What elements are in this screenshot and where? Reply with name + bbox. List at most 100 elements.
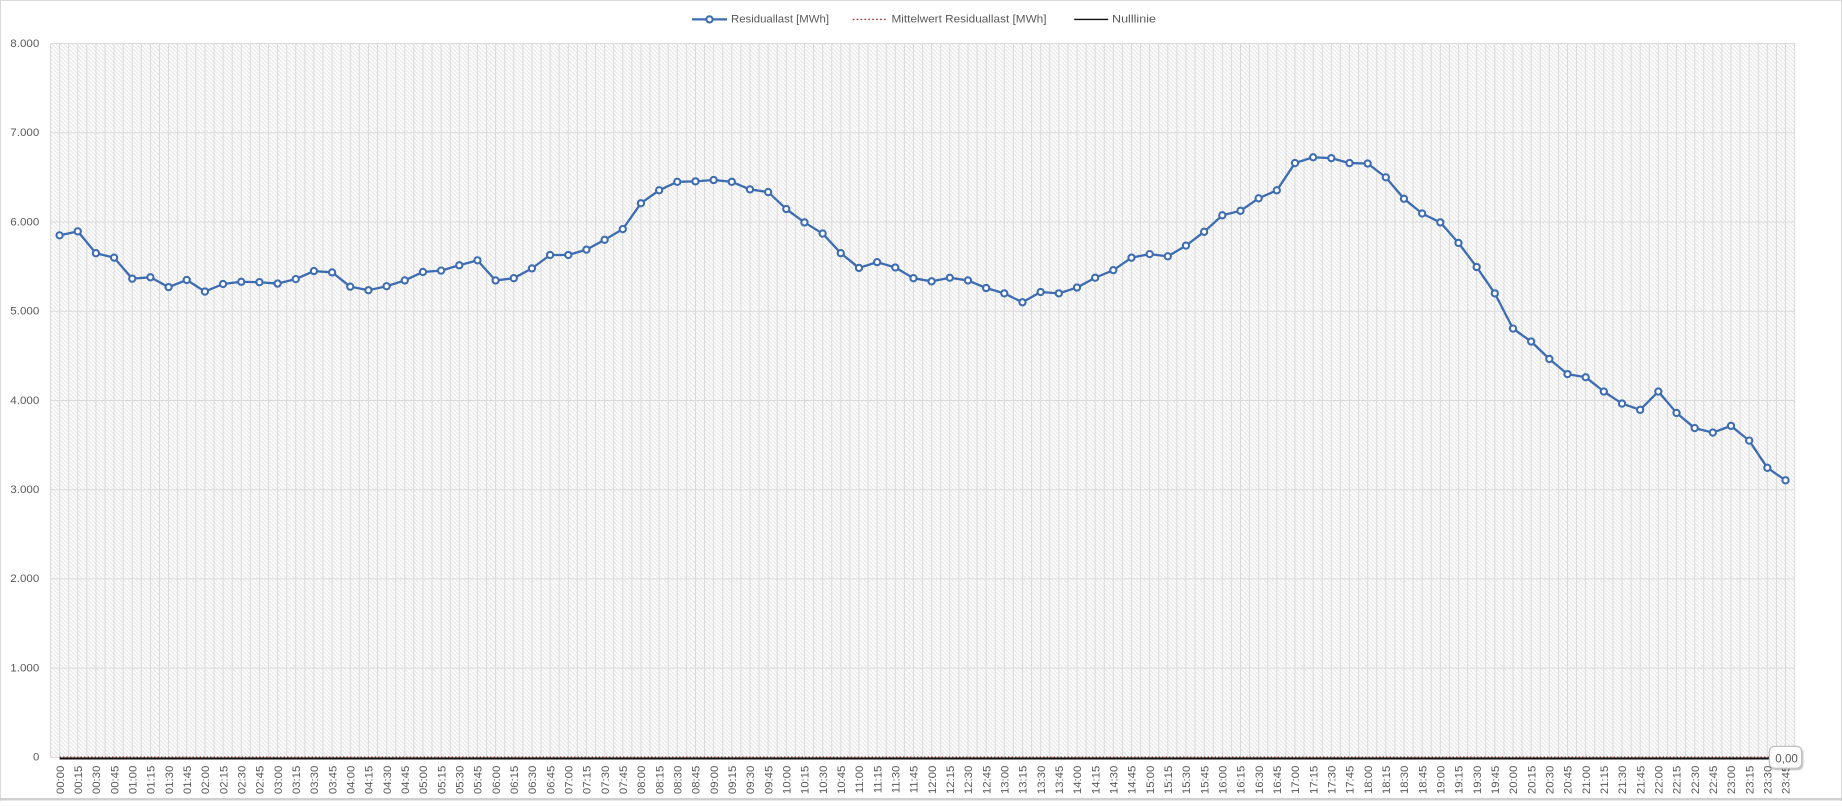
svg-text:Mittelwert Residuallast [MWh]: Mittelwert Residuallast [MWh] [892, 13, 1047, 25]
svg-text:8.000: 8.000 [10, 38, 39, 50]
svg-text:01:15: 01:15 [146, 766, 158, 794]
svg-text:09:30: 09:30 [745, 766, 757, 794]
svg-text:13:45: 13:45 [1054, 766, 1066, 794]
svg-text:22:00: 22:00 [1654, 766, 1666, 794]
svg-text:Nulllinie: Nulllinie [1112, 13, 1156, 25]
svg-text:04:15: 04:15 [364, 766, 376, 794]
svg-text:4.000: 4.000 [10, 395, 39, 407]
svg-text:17:15: 17:15 [1308, 766, 1320, 794]
svg-text:16:00: 16:00 [1218, 766, 1230, 794]
svg-text:04:00: 04:00 [345, 766, 357, 794]
svg-text:22:45: 22:45 [1708, 766, 1720, 794]
svg-text:10:15: 10:15 [800, 766, 812, 794]
svg-text:01:00: 01:00 [127, 766, 139, 794]
svg-text:20:15: 20:15 [1526, 766, 1538, 794]
svg-text:06:30: 06:30 [527, 766, 539, 794]
svg-text:06:00: 06:00 [491, 766, 503, 794]
svg-text:02:45: 02:45 [255, 766, 267, 794]
svg-text:09:00: 09:00 [709, 766, 721, 794]
svg-text:14:45: 14:45 [1127, 766, 1139, 794]
svg-text:20:30: 20:30 [1545, 766, 1557, 794]
svg-text:02:00: 02:00 [200, 766, 212, 794]
svg-text:12:15: 12:15 [945, 766, 957, 794]
svg-text:01:45: 01:45 [182, 766, 194, 794]
svg-text:23:00: 23:00 [1726, 766, 1738, 794]
svg-text:1.000: 1.000 [10, 662, 39, 674]
svg-text:11:15: 11:15 [872, 766, 884, 794]
svg-text:03:45: 03:45 [327, 766, 339, 794]
svg-text:10:30: 10:30 [818, 766, 830, 794]
svg-text:00:15: 00:15 [73, 766, 85, 794]
svg-text:21:45: 21:45 [1635, 766, 1647, 794]
svg-text:00:45: 00:45 [109, 766, 121, 794]
svg-text:11:45: 11:45 [909, 766, 921, 794]
svg-text:12:45: 12:45 [981, 766, 993, 794]
svg-text:10:00: 10:00 [781, 766, 793, 794]
svg-text:03:15: 03:15 [291, 766, 303, 794]
svg-text:21:30: 21:30 [1617, 766, 1629, 794]
svg-text:19:15: 19:15 [1454, 766, 1466, 794]
svg-text:15:00: 15:00 [1145, 766, 1157, 794]
svg-text:05:45: 05:45 [473, 766, 485, 794]
svg-text:06:15: 06:15 [509, 766, 521, 794]
svg-text:17:45: 17:45 [1345, 766, 1357, 794]
svg-text:08:15: 08:15 [654, 766, 666, 794]
svg-text:05:30: 05:30 [454, 766, 466, 794]
svg-text:16:45: 16:45 [1272, 766, 1284, 794]
svg-text:12:00: 12:00 [927, 766, 939, 794]
svg-text:03:00: 03:00 [273, 766, 285, 794]
svg-text:22:15: 22:15 [1672, 766, 1684, 794]
svg-text:05:00: 05:00 [418, 766, 430, 794]
svg-text:00:00: 00:00 [55, 766, 67, 794]
svg-text:14:30: 14:30 [1109, 766, 1121, 794]
svg-text:06:45: 06:45 [545, 766, 557, 794]
svg-text:02:30: 02:30 [236, 766, 248, 794]
svg-text:23:45: 23:45 [1781, 766, 1793, 794]
svg-text:18:30: 18:30 [1399, 766, 1411, 794]
svg-text:02:15: 02:15 [218, 766, 230, 794]
svg-text:21:00: 21:00 [1581, 766, 1593, 794]
svg-text:08:30: 08:30 [672, 766, 684, 794]
svg-text:15:45: 15:45 [1199, 766, 1211, 794]
svg-text:14:00: 14:00 [1072, 766, 1084, 794]
svg-text:13:00: 13:00 [1000, 766, 1012, 794]
svg-text:16:15: 16:15 [1236, 766, 1248, 794]
svg-text:21:15: 21:15 [1599, 766, 1611, 794]
svg-text:03:30: 03:30 [309, 766, 321, 794]
svg-text:23:30: 23:30 [1763, 766, 1775, 794]
svg-text:07:00: 07:00 [563, 766, 575, 794]
svg-text:11:30: 11:30 [891, 766, 903, 794]
svg-text:15:15: 15:15 [1163, 766, 1175, 794]
svg-text:19:30: 19:30 [1472, 766, 1484, 794]
svg-text:20:00: 20:00 [1508, 766, 1520, 794]
svg-text:09:45: 09:45 [763, 766, 775, 794]
svg-text:04:45: 04:45 [400, 766, 412, 794]
svg-text:07:45: 07:45 [618, 766, 630, 794]
svg-text:17:30: 17:30 [1327, 766, 1339, 794]
svg-text:0: 0 [33, 752, 39, 764]
svg-text:15:30: 15:30 [1181, 766, 1193, 794]
svg-text:5.000: 5.000 [10, 306, 39, 318]
svg-text:12:30: 12:30 [963, 766, 975, 794]
svg-text:3.000: 3.000 [10, 484, 39, 496]
svg-text:6.000: 6.000 [10, 216, 39, 228]
svg-text:07:30: 07:30 [600, 766, 612, 794]
svg-text:04:30: 04:30 [382, 766, 394, 794]
svg-text:08:00: 08:00 [636, 766, 648, 794]
svg-text:23:15: 23:15 [1744, 766, 1756, 794]
svg-text:14:15: 14:15 [1090, 766, 1102, 794]
svg-text:18:00: 18:00 [1363, 766, 1375, 794]
svg-text:10:45: 10:45 [836, 766, 848, 794]
svg-text:13:30: 13:30 [1036, 766, 1048, 794]
svg-text:16:30: 16:30 [1254, 766, 1266, 794]
svg-text:18:45: 18:45 [1417, 766, 1429, 794]
svg-text:17:00: 17:00 [1290, 766, 1302, 794]
svg-text:05:15: 05:15 [436, 766, 448, 794]
svg-text:11:00: 11:00 [854, 766, 866, 794]
svg-text:01:30: 01:30 [164, 766, 176, 794]
svg-text:19:00: 19:00 [1436, 766, 1448, 794]
svg-text:Residuallast [MWh]: Residuallast [MWh] [731, 13, 829, 25]
svg-text:08:45: 08:45 [691, 766, 703, 794]
svg-text:00:30: 00:30 [91, 766, 103, 794]
svg-text:20:45: 20:45 [1563, 766, 1575, 794]
